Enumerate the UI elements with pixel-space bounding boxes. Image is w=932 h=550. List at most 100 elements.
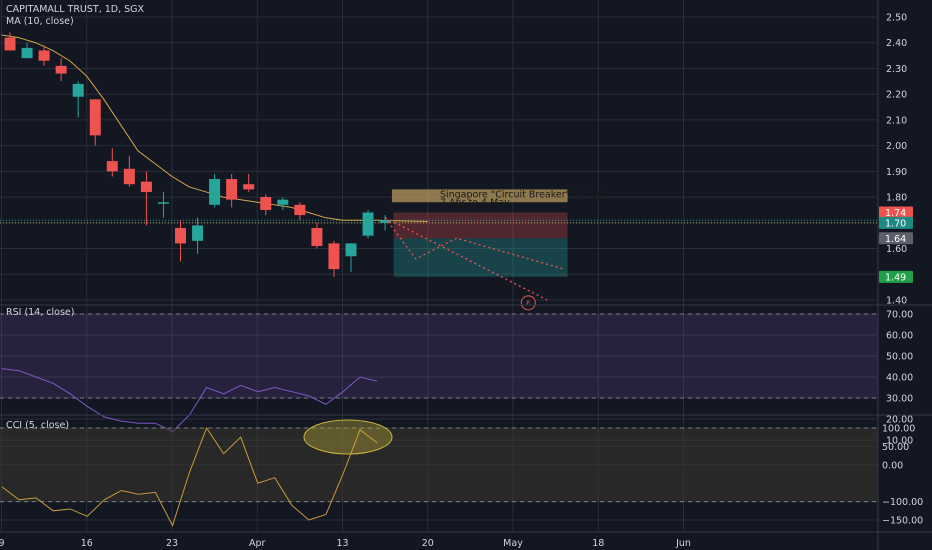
time-tick-2: 23 bbox=[166, 538, 178, 549]
candle-19 bbox=[328, 240, 340, 277]
candle-body-2 bbox=[38, 50, 50, 61]
price-tick-9: 1.60 bbox=[886, 244, 907, 255]
price-badge-0: 1.74 bbox=[885, 208, 906, 219]
candle-body-20 bbox=[345, 243, 357, 257]
candle-body-22 bbox=[379, 220, 391, 223]
candle-20 bbox=[345, 243, 357, 272]
rsi-legend[interactable]: RSI (14, close) bbox=[6, 307, 74, 318]
candle-body-13 bbox=[226, 179, 238, 200]
cci-axis[interactable]: 100.00 50.00 0.00 −100.00 −150.00 bbox=[882, 424, 923, 527]
rsi-tick-5: 20.00 bbox=[886, 415, 913, 426]
cci-tick-2: 0.00 bbox=[882, 460, 903, 471]
rsi-tick-3: 40.00 bbox=[886, 373, 913, 384]
price-tick-7: 1.80 bbox=[886, 193, 907, 204]
projection-line-0 bbox=[384, 217, 565, 270]
candle-body-1 bbox=[21, 47, 33, 59]
time-tick-7: 18 bbox=[592, 538, 604, 549]
candle-9 bbox=[157, 191, 169, 218]
rsi-tick-6: 10.00 bbox=[886, 436, 913, 447]
cci-tick-1: 50.00 bbox=[882, 442, 909, 453]
price-tick-6: 1.90 bbox=[886, 167, 907, 178]
candle-body-16 bbox=[277, 199, 289, 205]
time-tick-4: 13 bbox=[336, 538, 348, 549]
rsi-tick-0: 70.00 bbox=[886, 310, 913, 321]
projection-layer bbox=[384, 217, 565, 301]
moving-average-layer bbox=[1, 34, 428, 223]
price-tick-0: 2.50 bbox=[886, 13, 907, 24]
candle-16 bbox=[277, 197, 289, 210]
candle-body-3 bbox=[55, 65, 67, 74]
candle-12 bbox=[209, 173, 221, 208]
cci-pane bbox=[0, 419, 878, 527]
candle-body-6 bbox=[106, 161, 118, 172]
earnings-marker[interactable]: E bbox=[520, 295, 536, 311]
candle-body-7 bbox=[123, 168, 135, 185]
earnings-marker-circle bbox=[520, 295, 536, 311]
candle-18 bbox=[311, 222, 323, 249]
cci-highlight-ellipse bbox=[303, 419, 393, 455]
cci-tick-3: −100.00 bbox=[882, 497, 923, 508]
price-badges: 1.741.70 1.64 1.49 bbox=[879, 206, 913, 283]
candle-body-19 bbox=[328, 243, 340, 270]
period-label-line2: 7 Apr to 4 May bbox=[440, 197, 510, 208]
cci-line bbox=[1, 426, 378, 527]
rsi-band bbox=[0, 314, 878, 398]
candle-body-4 bbox=[72, 83, 84, 97]
rsi-tick-4: 30.00 bbox=[886, 394, 913, 405]
period-label-line1: Singapore "Circuit Breaker" Period bbox=[440, 189, 603, 200]
candle-body-5 bbox=[89, 99, 101, 136]
stop-loss-zone bbox=[393, 212, 568, 239]
candle-11 bbox=[192, 217, 204, 254]
time-tick-8: Jun bbox=[675, 538, 691, 549]
candle-17 bbox=[294, 202, 306, 221]
candle-body-8 bbox=[140, 181, 152, 192]
time-axis[interactable]: 9 16 23 Apr 13 20 May 18 Jun bbox=[0, 538, 691, 549]
time-tick-3: Apr bbox=[249, 538, 266, 549]
rsi-axis[interactable]: 70.00 60.00 50.00 40.00 30.00 20.00 10.00 bbox=[886, 310, 913, 447]
symbol-title[interactable]: CAPITAMALL TRUST, 1D, SGX bbox=[6, 4, 145, 15]
cci-band bbox=[0, 428, 878, 502]
time-tick-6: May bbox=[503, 538, 523, 549]
candle-2 bbox=[38, 45, 50, 66]
time-tick-1: 16 bbox=[81, 538, 93, 549]
earnings-marker-label: E bbox=[526, 299, 530, 307]
projection-line-1 bbox=[384, 217, 548, 301]
cci-legend[interactable]: CCI (5, close) bbox=[6, 420, 69, 431]
candle-body-18 bbox=[311, 227, 323, 246]
rsi-pane bbox=[0, 313, 878, 433]
cci-tick-0: 100.00 bbox=[882, 424, 915, 435]
circuit-breaker-period-box[interactable] bbox=[391, 189, 568, 203]
candle-8 bbox=[140, 171, 152, 226]
price-badge-bg-0 bbox=[879, 206, 913, 219]
candle-body-17 bbox=[294, 204, 306, 216]
price-badge-bg-1 bbox=[879, 216, 913, 229]
candle-body-9 bbox=[157, 202, 169, 204]
candle-21 bbox=[362, 209, 374, 239]
candle-body-0 bbox=[4, 37, 16, 51]
candle-6 bbox=[106, 148, 118, 177]
candle-body-12 bbox=[209, 179, 221, 205]
rsi-tick-2: 50.00 bbox=[886, 352, 913, 363]
candle-body-11 bbox=[192, 225, 204, 241]
candle-body-15 bbox=[260, 197, 272, 210]
price-tick-2: 2.30 bbox=[886, 64, 907, 75]
candle-body-10 bbox=[175, 227, 186, 244]
price-tick-1: 2.40 bbox=[886, 38, 907, 49]
candle-7 bbox=[123, 155, 135, 187]
candle-5 bbox=[89, 99, 101, 146]
candle-body-14 bbox=[243, 184, 255, 190]
price-badge-3: 1.49 bbox=[885, 272, 906, 283]
price-badge-bg-3 bbox=[879, 270, 913, 283]
ma-legend[interactable]: MA (10, close) bbox=[6, 16, 74, 27]
price-tick-11: 1.40 bbox=[886, 296, 907, 307]
candle-body-21 bbox=[362, 212, 374, 236]
price-badge-1: 1.70 bbox=[885, 218, 906, 229]
candle-14 bbox=[243, 173, 255, 192]
candles-layer[interactable] bbox=[4, 32, 391, 277]
cci-tick-4: −150.00 bbox=[882, 516, 923, 527]
candle-3 bbox=[55, 58, 67, 82]
candle-4 bbox=[72, 81, 84, 118]
candle-1 bbox=[21, 42, 33, 59]
time-tick-5: 20 bbox=[422, 538, 434, 549]
